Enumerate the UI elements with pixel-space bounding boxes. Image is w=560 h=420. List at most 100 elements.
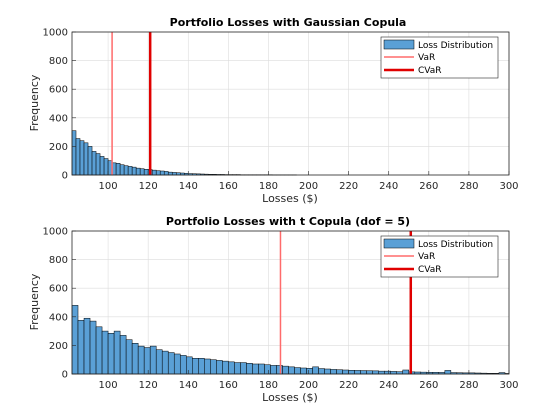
histogram-bar bbox=[330, 369, 337, 375]
histogram-bar bbox=[167, 171, 173, 176]
histogram-bar bbox=[163, 171, 169, 176]
x-tick-label: 180 bbox=[259, 181, 278, 192]
x-tick-label: 160 bbox=[219, 181, 238, 192]
histogram-bar bbox=[210, 359, 217, 375]
histogram-bar bbox=[384, 370, 391, 375]
histogram-bar bbox=[149, 345, 157, 375]
y-tick-label: 0 bbox=[62, 370, 68, 381]
histogram-bar bbox=[75, 138, 81, 176]
y-tick-label: 800 bbox=[49, 255, 68, 266]
x-tick-label: 280 bbox=[459, 380, 478, 391]
histogram-bar bbox=[228, 361, 235, 375]
histogram-bar bbox=[143, 169, 149, 176]
histogram-bar bbox=[288, 366, 295, 375]
x-tick-label: 300 bbox=[499, 181, 518, 192]
histogram-bar bbox=[123, 165, 129, 176]
histogram-bar bbox=[151, 169, 157, 176]
histogram-bar bbox=[143, 347, 151, 375]
histogram-bar bbox=[87, 146, 93, 176]
y-tick-labels: 0 200 400 600 800 1000 bbox=[43, 28, 68, 182]
x-tick-label: 120 bbox=[139, 181, 158, 192]
y-tick-label: 200 bbox=[49, 341, 68, 352]
histogram-bar bbox=[131, 343, 139, 375]
histogram-bar bbox=[83, 142, 89, 176]
histogram-bar bbox=[137, 345, 145, 375]
x-tick-labels: 100 120 140 160 180 200 220 240 260 280 300 bbox=[99, 380, 519, 391]
legend-label-distribution: Loss Distribution bbox=[418, 41, 493, 51]
chart-title: Portfolio Losses with Gaussian Copula bbox=[170, 16, 407, 29]
histogram-bar bbox=[95, 326, 103, 375]
histogram-bar bbox=[336, 369, 343, 375]
histogram-bar bbox=[246, 363, 253, 375]
histogram-bar bbox=[99, 156, 105, 176]
histogram-bar bbox=[444, 370, 452, 375]
histogram-bar bbox=[159, 170, 165, 176]
histogram-bar bbox=[71, 305, 79, 375]
histogram-bar bbox=[192, 358, 199, 375]
histogram-bar bbox=[115, 163, 121, 176]
legend-label-distribution: Loss Distribution bbox=[418, 240, 493, 250]
histogram-bar bbox=[348, 370, 355, 375]
histogram-bar bbox=[222, 360, 229, 375]
legend-label-var: VaR bbox=[418, 252, 435, 262]
histogram-bar bbox=[179, 355, 187, 375]
histogram-bar bbox=[252, 363, 259, 375]
histogram-bar bbox=[77, 320, 85, 375]
histogram-bar bbox=[103, 158, 109, 176]
y-tick-label: 0 bbox=[62, 171, 68, 182]
histogram-bar bbox=[161, 350, 169, 375]
y-tick-label: 800 bbox=[49, 56, 68, 67]
histogram-bar bbox=[119, 335, 127, 375]
histogram-bar bbox=[204, 358, 211, 375]
chart-title: Portfolio Losses with t Copula (dof = 5) bbox=[166, 215, 410, 228]
histogram-bar bbox=[71, 130, 77, 176]
x-tick-label: 140 bbox=[179, 380, 198, 391]
x-tick-label: 240 bbox=[379, 380, 398, 391]
histogram-bar bbox=[155, 349, 163, 375]
histogram-bar bbox=[402, 369, 410, 375]
histogram-bar bbox=[167, 352, 175, 375]
histogram-bar bbox=[312, 366, 319, 375]
y-tick-label: 600 bbox=[49, 284, 68, 295]
y-tick-label: 1000 bbox=[43, 28, 68, 39]
histogram-bar bbox=[155, 170, 161, 176]
histogram-bar bbox=[324, 368, 331, 375]
chart-panel-gaussian: Portfolio Losses with Gaussian Copula 10… bbox=[28, 16, 519, 205]
histogram-bar bbox=[342, 369, 349, 375]
histogram-bar bbox=[366, 370, 373, 375]
histogram-bar bbox=[264, 364, 271, 375]
y-tick-label: 1000 bbox=[43, 227, 68, 238]
histogram-bar bbox=[89, 320, 97, 375]
x-tick-label: 240 bbox=[379, 181, 398, 192]
x-tick-label: 100 bbox=[99, 380, 118, 391]
x-tick-label: 200 bbox=[299, 380, 318, 391]
y-axis-label: Frequency bbox=[28, 273, 41, 330]
histogram-bar bbox=[276, 365, 283, 375]
x-tick-label: 140 bbox=[179, 181, 198, 192]
histogram-bar bbox=[234, 362, 241, 375]
x-tick-label: 160 bbox=[219, 380, 238, 391]
risk-lines bbox=[111, 32, 152, 175]
legend-label-cvar: CVaR bbox=[418, 66, 442, 76]
x-tick-label: 180 bbox=[259, 380, 278, 391]
x-axis-label: Losses ($) bbox=[262, 391, 318, 404]
x-tick-label: 260 bbox=[419, 181, 438, 192]
chart-panel-t-copula: Portfolio Losses with t Copula (dof = 5)… bbox=[28, 215, 519, 404]
x-axis-label: Losses ($) bbox=[262, 192, 318, 205]
histogram-bar bbox=[79, 140, 85, 176]
histogram-bar bbox=[318, 368, 325, 375]
histogram-bar bbox=[216, 360, 223, 375]
histogram-bar bbox=[258, 363, 265, 375]
y-tick-label: 400 bbox=[49, 113, 68, 124]
histogram-bar bbox=[173, 353, 181, 375]
legend-swatch-distribution bbox=[383, 238, 415, 249]
histogram-bar bbox=[119, 164, 125, 176]
histogram-bar bbox=[101, 330, 109, 375]
y-tick-labels: 0 200 400 600 800 1000 bbox=[43, 227, 68, 381]
x-tick-label: 220 bbox=[339, 380, 358, 391]
histogram-bar bbox=[186, 356, 193, 375]
histogram-bar bbox=[95, 153, 101, 176]
histogram-bar bbox=[354, 370, 361, 375]
axes-box bbox=[71, 31, 510, 176]
x-tick-labels: 100 120 140 160 180 200 220 240 260 280 300 bbox=[99, 181, 519, 192]
